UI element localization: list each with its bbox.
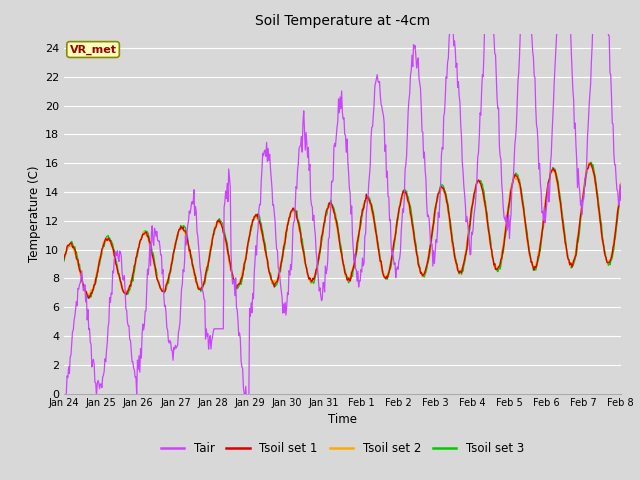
Text: VR_met: VR_met (70, 44, 116, 55)
Y-axis label: Temperature (C): Temperature (C) (28, 165, 41, 262)
Title: Soil Temperature at -4cm: Soil Temperature at -4cm (255, 14, 430, 28)
X-axis label: Time: Time (328, 413, 357, 426)
Legend: Tair, Tsoil set 1, Tsoil set 2, Tsoil set 3: Tair, Tsoil set 1, Tsoil set 2, Tsoil se… (156, 437, 529, 460)
